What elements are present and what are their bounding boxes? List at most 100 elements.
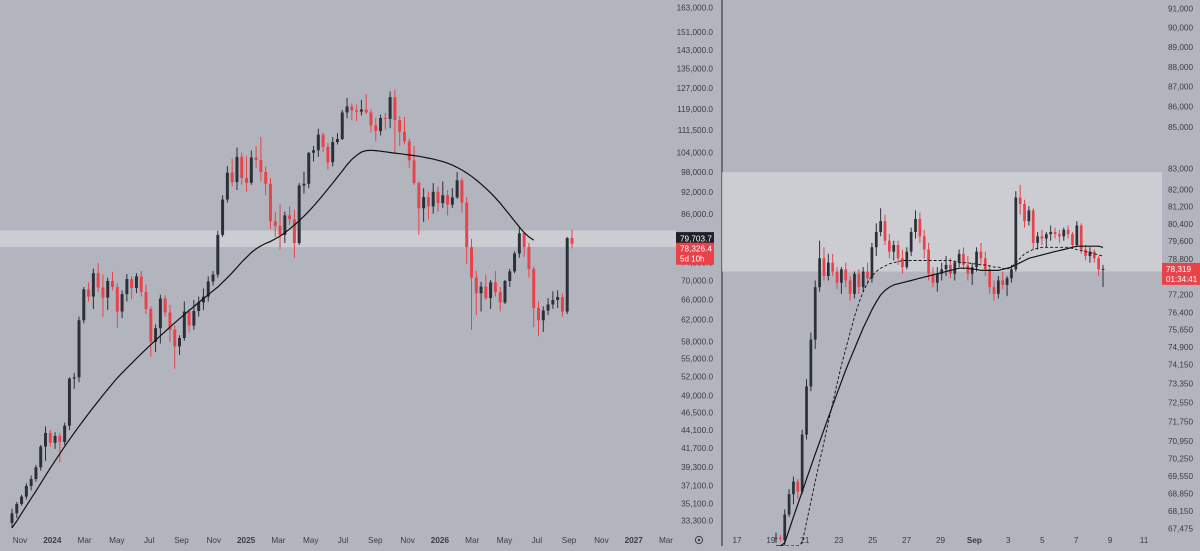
candle-body — [388, 97, 392, 119]
y-tick-label: 75,650 — [1168, 326, 1193, 335]
gear-icon[interactable] — [694, 535, 704, 545]
candle-body — [888, 240, 891, 252]
x-tick-label: Jul — [532, 536, 543, 545]
y-tick-label: 49,000.0 — [681, 392, 713, 401]
y-tick-label: 35,100.0 — [681, 499, 713, 508]
candle-body — [197, 302, 201, 311]
candle-body — [321, 134, 325, 147]
candle-body — [139, 276, 143, 292]
candle-body — [29, 479, 33, 486]
candle-body — [364, 109, 368, 113]
y-tick-label: 44,100.0 — [681, 426, 713, 435]
candle-body — [39, 446, 43, 468]
x-tick-label: May — [497, 536, 513, 545]
x-tick-label: 2027 — [625, 536, 644, 545]
candle-body — [866, 271, 869, 279]
candle-body — [1075, 225, 1079, 246]
candle-body — [1101, 268, 1105, 270]
x-tick-label: Mar — [78, 536, 92, 545]
x-tick-label: Mar — [271, 536, 285, 545]
candle-body — [58, 435, 62, 442]
y-tick-label: 119,000.0 — [677, 105, 713, 114]
candle-body — [182, 311, 186, 338]
candle-body — [125, 279, 129, 295]
candle-body — [474, 277, 478, 294]
y-tick-label: 143,000.0 — [677, 46, 714, 55]
candle-body — [975, 251, 978, 268]
moving-average-line — [11, 149, 535, 529]
candle-body — [383, 117, 387, 119]
candle-body — [779, 537, 782, 539]
current-price-text: 78,319 — [1166, 265, 1191, 274]
y-tick-label: 72,550 — [1168, 398, 1193, 407]
y-tick-label: 79,600 — [1168, 237, 1193, 246]
candle-body — [417, 183, 421, 209]
moving-average-dashed-line — [776, 246, 1104, 547]
last-close-price-tag — [676, 232, 714, 245]
candle-body — [1066, 229, 1070, 235]
candle-body — [87, 289, 91, 297]
candle-body — [345, 106, 349, 113]
candle-body — [1079, 225, 1083, 250]
y-tick-label: 62,000.0 — [681, 316, 713, 325]
last-close-price-text: 79,703.7 — [680, 235, 712, 244]
candle-body — [446, 195, 450, 205]
candle-body — [149, 308, 153, 342]
candle-body — [493, 282, 497, 293]
candle-body — [326, 146, 330, 163]
candle-body — [944, 264, 948, 270]
candle-body — [235, 156, 239, 183]
y-tick-label: 70,250 — [1168, 454, 1193, 463]
x-tick-label: Sep — [368, 536, 383, 545]
y-tick-label: 68,150 — [1168, 507, 1193, 516]
x-tick-label: 2026 — [431, 536, 450, 545]
candle-body — [556, 297, 560, 301]
candle-body — [527, 247, 531, 270]
y-tick-label: 151,000.0 — [677, 28, 714, 37]
candle-body — [1062, 229, 1066, 237]
candle-body — [369, 112, 373, 126]
candle-body — [158, 298, 162, 329]
candle-body — [835, 271, 839, 283]
candle-body — [1023, 203, 1026, 222]
candle-body — [565, 238, 569, 312]
y-tick-label: 104,000.0 — [677, 149, 714, 158]
candle-body — [316, 134, 320, 151]
candles — [10, 89, 574, 528]
y-tick-label: 81,200 — [1168, 203, 1193, 212]
candle-body — [1097, 258, 1100, 270]
candle-body — [883, 221, 887, 241]
price-zone-band — [722, 172, 1162, 272]
candle-body — [173, 329, 177, 347]
candle-body — [144, 291, 148, 309]
x-tick-label: 29 — [936, 536, 946, 545]
y-tick-label: 91,000 — [1168, 5, 1193, 14]
candle-body — [216, 234, 220, 275]
candle-body — [412, 160, 416, 184]
candle-body — [91, 273, 95, 297]
candle-body — [24, 485, 28, 497]
y-tick-label: 52,000.0 — [681, 373, 713, 382]
x-tick-label: 23 — [834, 536, 844, 545]
y-tick-label: 74,900 — [1168, 343, 1193, 352]
candle-body — [359, 109, 363, 112]
candle-body — [905, 251, 909, 268]
candle-body — [77, 320, 81, 378]
candle-body — [962, 253, 965, 265]
y-tick-label: 41,700.0 — [681, 444, 713, 453]
candle-body — [374, 125, 378, 132]
candle-body — [1044, 234, 1048, 239]
y-tick-label: 70,000.0 — [681, 277, 713, 286]
candle-body — [393, 97, 397, 120]
candle-body — [96, 273, 100, 288]
candle-body — [896, 245, 900, 259]
candle-body — [513, 253, 517, 272]
y-tick-label: 39,300.0 — [681, 463, 713, 472]
candle-body — [436, 191, 440, 204]
candle-body — [398, 119, 402, 132]
y-tick-label: 46,500.0 — [681, 409, 713, 418]
candle-body — [1053, 231, 1057, 235]
y-tick-label: 88,000 — [1168, 63, 1193, 72]
y-tick-label: 82,000 — [1168, 186, 1193, 195]
